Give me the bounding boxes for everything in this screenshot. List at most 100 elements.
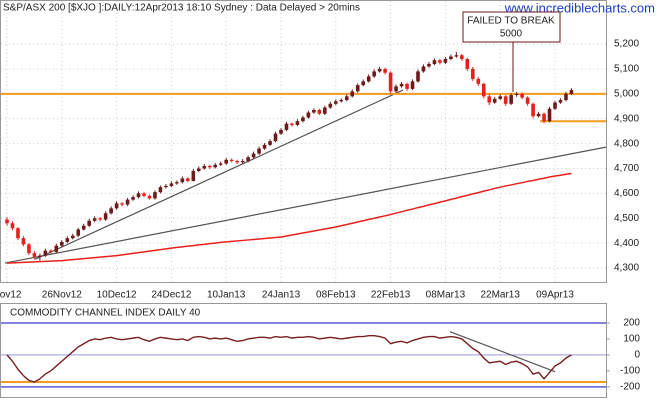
y-tick-label: -200 xyxy=(620,381,640,392)
moving-average xyxy=(6,172,572,264)
candle-body xyxy=(312,110,316,113)
candle-body xyxy=(323,107,327,114)
candle-body xyxy=(235,161,239,163)
candle-body xyxy=(558,100,563,103)
y-tick-label: -100 xyxy=(620,365,640,376)
candle-body xyxy=(109,208,113,214)
y-tick-label: 5,100 xyxy=(614,64,639,75)
trendline xyxy=(4,146,607,264)
candle-body xyxy=(49,250,53,252)
candle-body xyxy=(542,113,546,122)
candle-body xyxy=(27,244,31,254)
candle-body xyxy=(16,228,20,239)
x-tick-label: 22Mar13 xyxy=(480,290,520,301)
candle-body xyxy=(328,103,333,108)
candle-body xyxy=(114,203,119,209)
candle-body xyxy=(32,253,37,257)
candle-body xyxy=(454,55,459,57)
candle-body xyxy=(394,86,398,92)
candle-body xyxy=(10,223,15,229)
candle-body xyxy=(136,193,141,198)
annotation-box xyxy=(462,11,561,43)
candle-body xyxy=(229,159,234,162)
candle-body xyxy=(142,193,146,196)
x-tick-label: Nov12 xyxy=(0,290,22,301)
candle-body xyxy=(153,192,157,199)
candle-body xyxy=(240,161,245,163)
y-tick-label: 4,900 xyxy=(614,113,639,124)
candle-body xyxy=(399,83,404,87)
candle-body xyxy=(290,123,294,125)
candle-body xyxy=(60,241,64,246)
candle-body xyxy=(295,121,300,125)
candle-body xyxy=(443,58,448,63)
candle-body xyxy=(449,56,453,59)
candle-body xyxy=(355,85,360,92)
candle-body xyxy=(257,148,261,154)
candle-body xyxy=(197,168,201,171)
candle-body xyxy=(164,185,168,188)
candle-body xyxy=(191,170,196,181)
candle-body xyxy=(158,187,163,193)
candle-body xyxy=(120,203,124,205)
candle-body xyxy=(92,218,97,221)
y-tick-label: 0 xyxy=(634,350,640,361)
candle-body xyxy=(268,141,272,145)
x-tick-label: 08Mar13 xyxy=(426,290,466,301)
candle-body xyxy=(388,72,393,92)
candle-body xyxy=(481,83,486,97)
candle-body xyxy=(284,123,289,130)
candle-body xyxy=(317,110,322,114)
candle-body xyxy=(361,81,365,86)
candle-body xyxy=(98,218,102,220)
candle-body xyxy=(202,166,207,169)
candle-body xyxy=(569,90,574,94)
candle-body xyxy=(509,95,513,104)
candle-body xyxy=(21,238,26,245)
candle-body xyxy=(460,55,464,59)
y-tick-label: 4,500 xyxy=(614,213,639,224)
chart-header: S&P/ASX 200 [$XJO ]:DAILY:12Apr2013 18:1… xyxy=(3,3,360,14)
candle-body xyxy=(410,81,415,89)
candle-body xyxy=(564,93,568,101)
candle-body xyxy=(383,68,387,73)
candle-body xyxy=(169,183,174,186)
trendline xyxy=(34,89,404,260)
candle-body xyxy=(224,159,228,164)
candle-body xyxy=(525,97,530,104)
candle-body xyxy=(498,96,502,99)
candle-body xyxy=(273,133,278,142)
y-tick-label: 5,000 xyxy=(614,88,639,99)
candle-body xyxy=(503,96,508,104)
candle-body xyxy=(5,219,9,224)
candle-body xyxy=(186,178,190,181)
candle-body xyxy=(476,78,481,84)
x-tick-label: 24Jan13 xyxy=(262,290,301,301)
trendline xyxy=(449,331,556,373)
candle-body xyxy=(366,76,371,82)
candle-body xyxy=(38,255,42,257)
annotation-text: FAILED TO BREAK xyxy=(467,16,555,27)
candle-body xyxy=(306,112,311,118)
candle-body xyxy=(76,229,81,236)
candle-body xyxy=(416,71,420,82)
candle-body xyxy=(438,60,442,63)
candle-body xyxy=(531,103,535,117)
candle-body xyxy=(421,66,426,72)
x-tick-label: 09Apr13 xyxy=(536,290,574,301)
candle-body xyxy=(70,235,75,239)
y-tick-label: 4,600 xyxy=(614,188,639,199)
candle-body xyxy=(147,195,152,199)
candle-body xyxy=(372,71,376,77)
candle-body xyxy=(492,98,497,103)
y-tick-label: 4,300 xyxy=(614,263,639,274)
candle-body xyxy=(87,220,91,226)
candle-body xyxy=(213,164,218,168)
x-tick-label: 10Jan13 xyxy=(207,290,246,301)
candle-body xyxy=(465,58,470,69)
candle-body xyxy=(65,238,70,242)
candle-body xyxy=(339,100,344,102)
x-tick-label: 10Dec12 xyxy=(97,290,137,301)
